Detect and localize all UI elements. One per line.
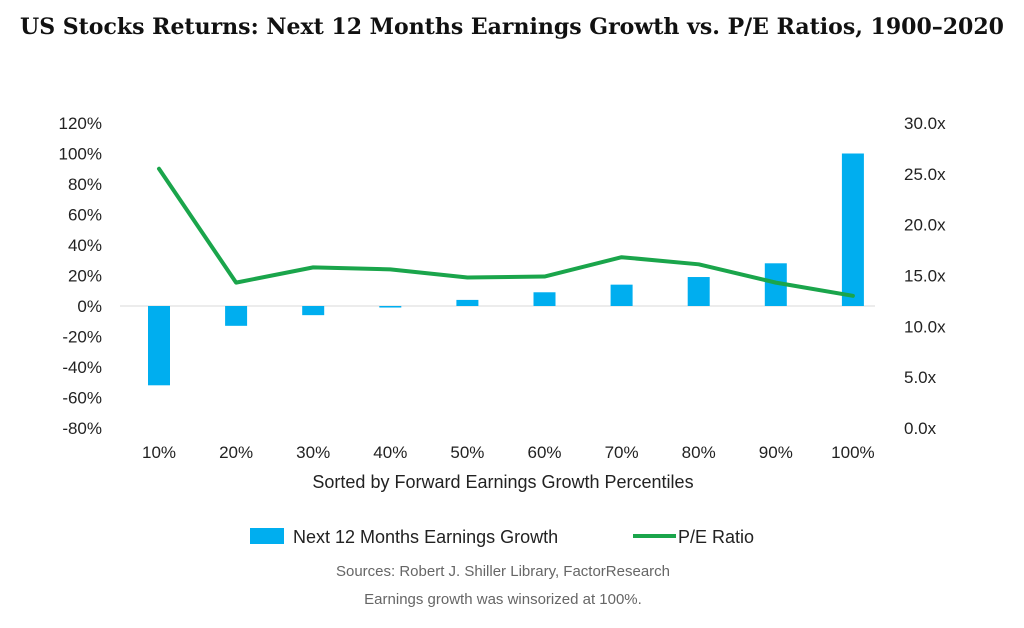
legend-bar-swatch: [250, 528, 284, 544]
right-tick-label: 25.0x: [904, 165, 946, 184]
left-tick-label: 20%: [68, 267, 102, 286]
right-tick-label: 5.0x: [904, 368, 937, 387]
legend-bar-label: Next 12 Months Earnings Growth: [293, 527, 558, 547]
legend-line-label: P/E Ratio: [678, 527, 754, 547]
bar: [225, 306, 248, 326]
right-axis-ticks: 30.0x 25.0x 20.0x 15.0x 10.0x 5.0x 0.0x: [904, 114, 946, 438]
left-tick-label: -80%: [62, 419, 102, 438]
chart-title: US Stocks Returns: Next 12 Months Earnin…: [20, 14, 1004, 40]
left-tick-label: 0%: [77, 297, 102, 316]
right-tick-label: 10.0x: [904, 317, 946, 336]
x-tick-label: 90%: [759, 443, 793, 462]
left-tick-label: -40%: [62, 358, 102, 377]
left-tick-label: 80%: [68, 175, 102, 194]
left-tick-label: 40%: [68, 236, 102, 255]
x-tick-label: 10%: [142, 443, 176, 462]
left-axis-ticks: 120% 100% 80% 60% 40% 20% 0% -20% -40% -60% -80%: [59, 114, 102, 438]
bar-series: [148, 153, 864, 386]
right-tick-label: 30.0x: [904, 114, 946, 133]
x-tick-label: 50%: [450, 443, 484, 462]
source-note: Sources: Robert J. Shiller Library, Fact…: [335, 563, 670, 580]
bar: [533, 292, 556, 306]
x-tick-label: 20%: [219, 443, 253, 462]
legend: Next 12 Months Earnings Growth P/E Ratio: [250, 527, 754, 547]
bar: [456, 299, 479, 306]
right-tick-label: 0.0x: [904, 419, 937, 438]
x-tick-label: 70%: [605, 443, 639, 462]
x-tick-label: 30%: [296, 443, 330, 462]
left-tick-label: -60%: [62, 389, 102, 408]
pe-ratio-line: [157, 166, 855, 298]
bar: [687, 277, 710, 306]
x-tick-label: 100%: [831, 443, 874, 462]
x-tick-label: 40%: [373, 443, 407, 462]
x-tick-label: 60%: [527, 443, 561, 462]
bar: [841, 153, 864, 306]
chart-plot: 120% 100% 80% 60% 40% 20% 0% -20% -40% -60% -80% 3…: [59, 114, 947, 547]
left-tick-label: -20%: [62, 328, 102, 347]
winsorization-note: Earnings growth was winsorized at 100%.: [364, 591, 642, 608]
x-tick-label: 80%: [682, 443, 716, 462]
left-tick-label: 120%: [59, 114, 102, 133]
bar: [610, 284, 633, 306]
bar: [148, 306, 170, 386]
x-axis-title: Sorted by Forward Earnings Growth Percen…: [312, 472, 693, 492]
bar: [302, 306, 325, 316]
bar: [764, 263, 787, 306]
x-axis-ticks: 10% 20% 30% 40% 50% 60% 70% 80% 90% 100%: [142, 443, 875, 462]
bar: [379, 306, 402, 308]
right-tick-label: 15.0x: [904, 267, 946, 286]
left-tick-label: 100%: [59, 145, 102, 164]
left-tick-label: 60%: [68, 206, 102, 225]
right-tick-label: 20.0x: [904, 216, 946, 235]
